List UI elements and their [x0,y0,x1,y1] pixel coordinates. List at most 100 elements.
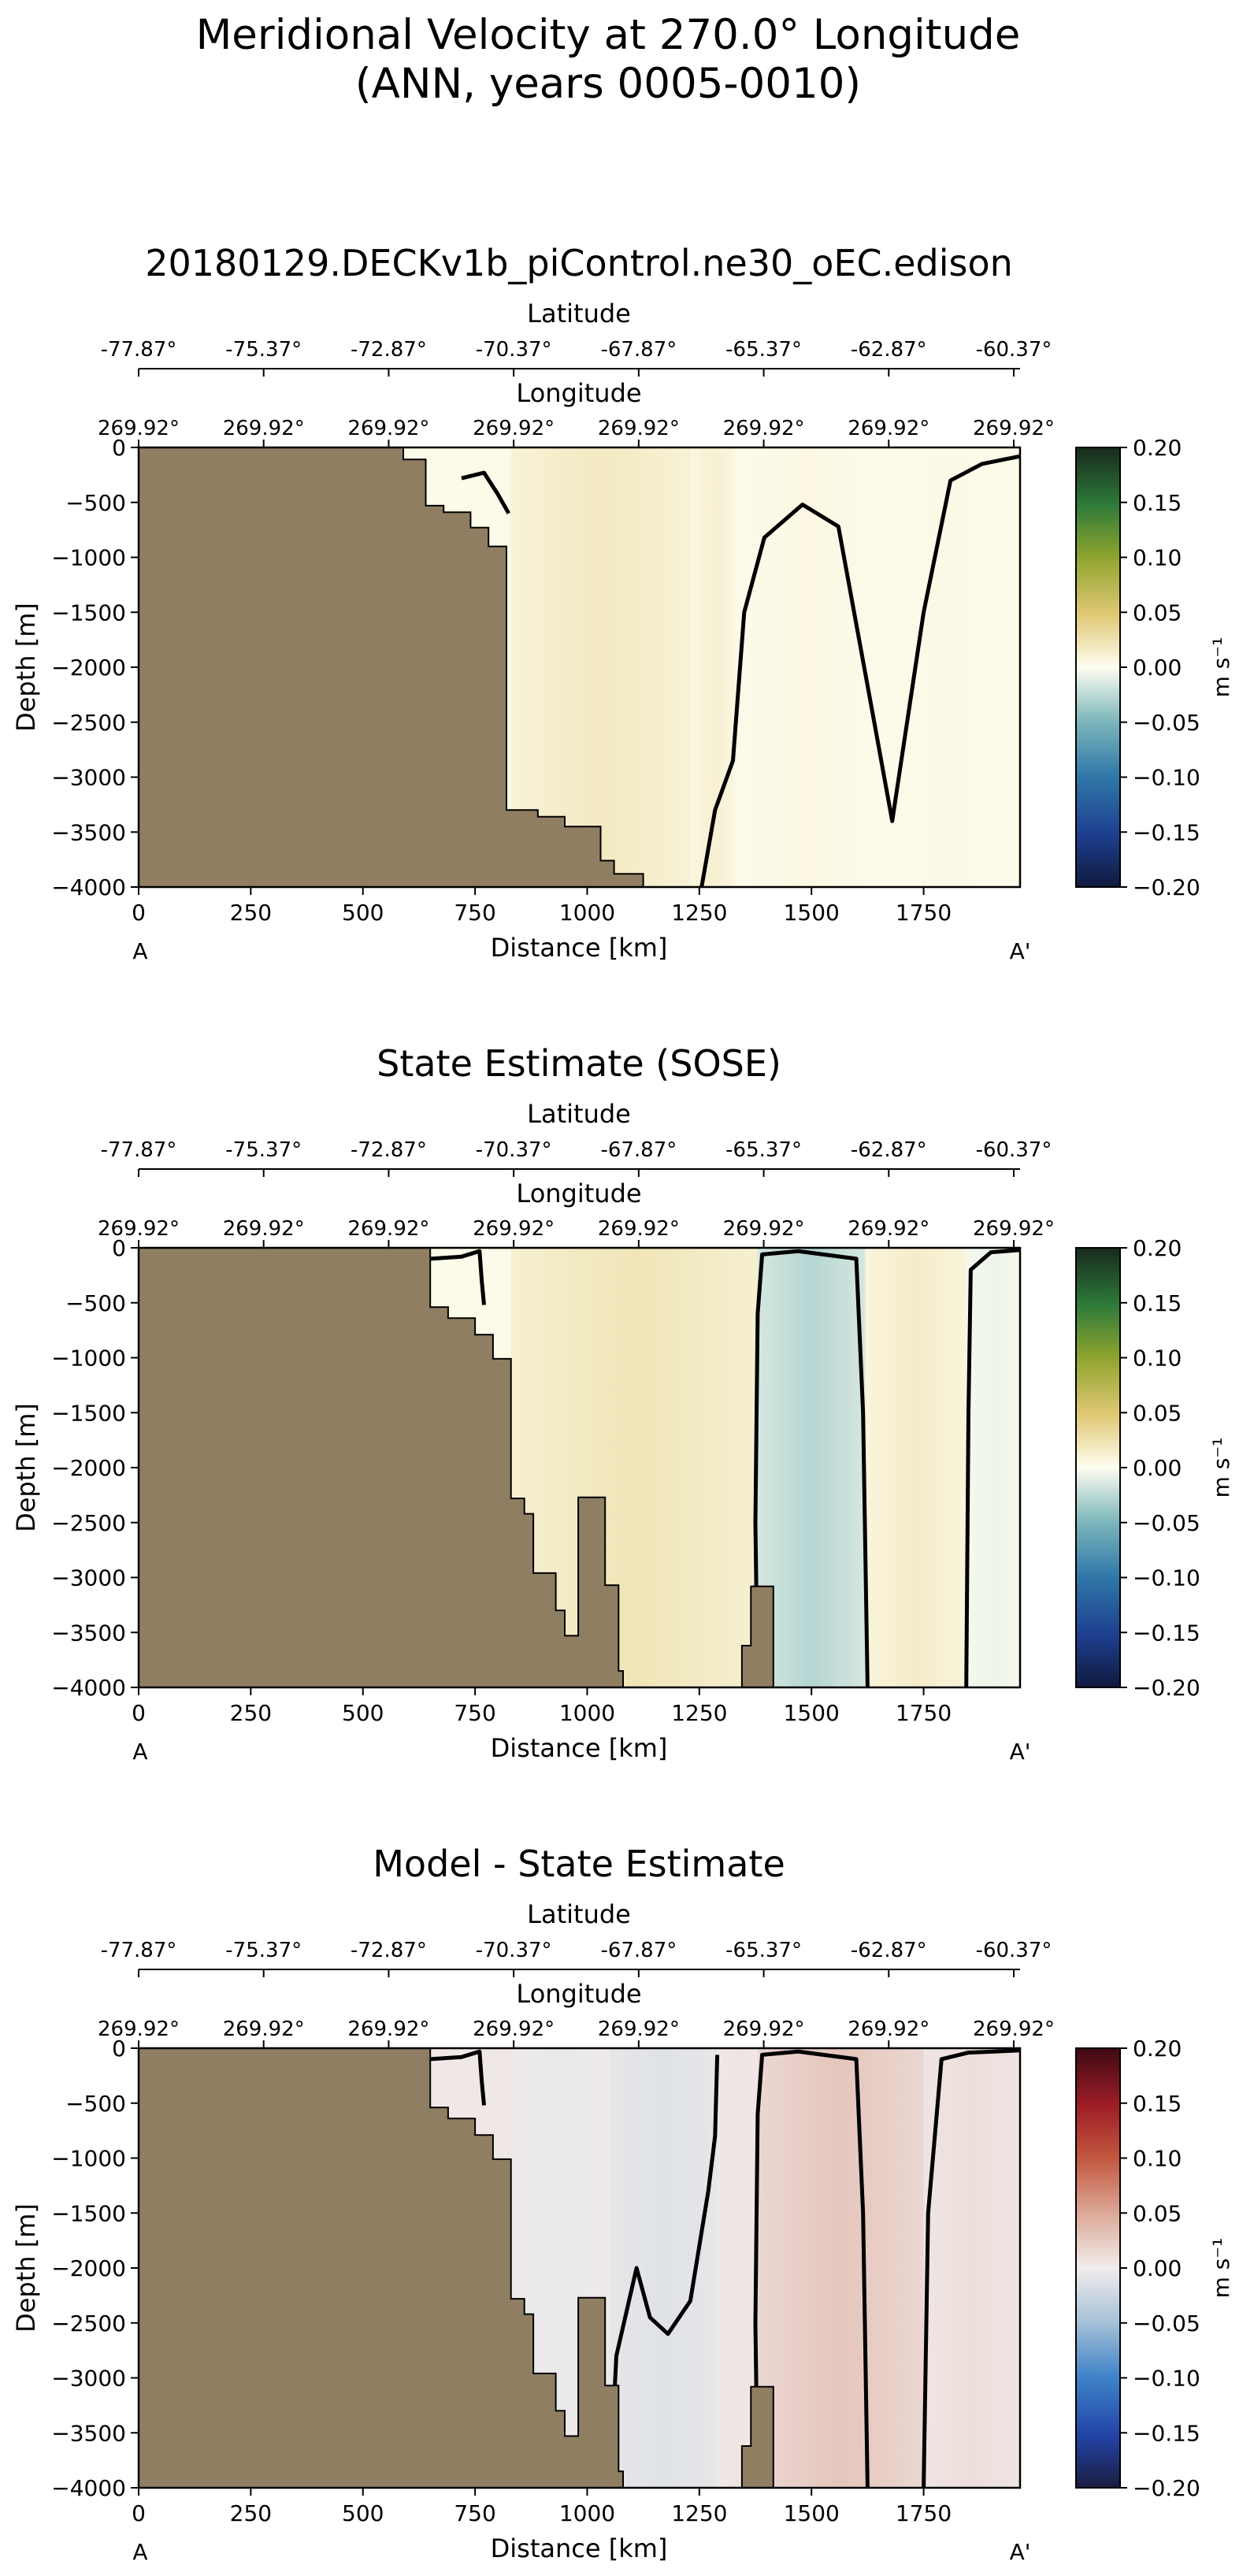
y-tick-label: −3000 [51,765,126,791]
field-column [865,1248,966,1687]
colorbar-tick-label: 0.20 [1133,1235,1182,1261]
endpoint-right: A' [1010,2539,1031,2565]
x-axis-label: Distance [km] [491,2533,668,2563]
zero-contour [461,470,510,514]
endpoint-left: A [132,938,147,964]
latitude-tick-label: -77.87° [101,1138,177,1162]
field-column [966,1248,1020,1687]
x-tick-label: 1500 [784,2500,840,2526]
longitude-tick-label: 269.92° [98,2017,180,2041]
y-tick-label: −4000 [51,2475,126,2501]
longitude-tick-label: 269.92° [723,417,805,440]
bathymetry [138,447,644,888]
longitude-tick-label: 269.92° [723,2017,805,2041]
latitude-tick-label: -72.87° [351,1138,427,1162]
colorbar-tick-label: 0.20 [1133,435,1182,461]
latitude-tick-label: -62.87° [851,338,927,362]
zero-contour [922,2048,1021,2489]
panel-title: Model - State Estimate [373,1843,785,1885]
x-tick-label: 0 [132,1700,146,1726]
latitude-tick-label: -60.37° [976,1939,1052,1962]
latitude-tick-label: -77.87° [101,1939,177,1962]
y-tick-label: −500 [65,1290,126,1316]
colorbar-tick-label: −0.20 [1133,874,1200,900]
longitude-tick-label: 269.92° [848,2017,929,2041]
figure-title-line2: (ANN, years 0005-0010) [355,60,861,108]
x-tick-label: 750 [454,900,495,926]
colorbar-tick-label: −0.10 [1133,1565,1200,1591]
x-tick-label: 1250 [671,1700,727,1726]
latitude-tick-label: -72.87° [351,1939,427,1962]
colorbar-tick-label: −0.15 [1133,1620,1200,1646]
panel-title: State Estimate (SOSE) [377,1042,781,1085]
endpoint-right: A' [1010,1739,1031,1765]
y-tick-label: −2000 [51,2255,126,2281]
endpoint-left: A [132,2539,147,2565]
y-tick-label: −3500 [51,2420,126,2446]
longitude-tick-label: 269.92° [98,1217,180,1241]
colorbar-tick-label: −0.10 [1133,2366,1200,2392]
y-tick-label: −1000 [51,2146,126,2172]
longitude-tick-label: 269.92° [723,1217,805,1241]
colorbar [1075,1247,1121,1688]
x-tick-label: 500 [342,1700,384,1726]
longitude-axis-label: Longitude [516,1179,641,1208]
colorbar-tick-label: 0.10 [1133,1346,1182,1372]
latitude-tick-label: -75.37° [225,1939,302,1962]
latitude-tick-label: -70.37° [476,1138,552,1162]
bathymetry [138,2047,774,2489]
y-tick-label: −500 [65,490,126,516]
colorbar-tick-label: 0.00 [1133,2255,1182,2281]
x-tick-label: 500 [342,900,384,926]
latitude-tick-label: -70.37° [476,338,552,362]
colorbar-tick-label: 0.00 [1133,655,1182,681]
y-tick-label: −3500 [51,819,126,845]
y-tick-label: 0 [112,2036,126,2062]
y-tick-label: −1500 [51,2200,126,2226]
colorbar-tick-label: −0.10 [1133,765,1200,791]
latitude-tick-label: -70.37° [476,1939,552,1962]
x-tick-label: 750 [454,1700,495,1726]
longitude-tick-label: 269.92° [973,1217,1055,1241]
longitude-tick-label: 269.92° [848,1217,929,1241]
y-tick-label: −500 [65,2091,126,2117]
panel-title: 20180129.DECKv1b_piControl.ne30_oEC.edis… [145,242,1013,284]
y-tick-label: −3000 [51,1565,126,1591]
endpoint-right: A' [1010,938,1031,964]
x-tick-label: 500 [342,2500,384,2526]
longitude-tick-label: 269.92° [973,417,1055,440]
field-column [510,447,691,887]
colorbar-tick-label: −0.20 [1133,1675,1200,1701]
x-tick-label: 1250 [671,900,727,926]
zero-contour [964,1248,1021,1688]
latitude-tick-label: -67.87° [600,1939,677,1962]
y-tick-label: −3500 [51,1620,126,1646]
y-tick-label: −2500 [51,2311,126,2337]
field-column [757,2048,924,2488]
colorbar-tick-label: 0.00 [1133,1455,1182,1481]
longitude-tick-label: 269.92° [598,2017,680,2041]
field-column [923,2048,1020,2488]
zero-contour [430,1249,486,1305]
longitude-axis-label: Longitude [516,1979,641,2009]
colorbar-tick-label: 0.10 [1133,545,1182,571]
y-tick-label: 0 [112,435,126,461]
y-axis-label: Depth [m] [11,603,41,732]
longitude-tick-label: 269.92° [347,417,429,440]
x-tick-label: 250 [230,2500,272,2526]
y-tick-label: −3000 [51,2366,126,2392]
zero-contour [753,2049,870,2489]
longitude-tick-label: 269.92° [223,1217,305,1241]
longitude-tick-label: 269.92° [223,417,305,440]
colorbar-label: m s⁻¹ [1208,2238,1234,2299]
latitude-tick-label: -75.37° [225,338,302,362]
colorbar-tick-label: −0.05 [1133,1510,1200,1536]
field-column [609,2048,718,2488]
colorbar-label: m s⁻¹ [1208,1438,1234,1498]
x-tick-label: 1000 [559,2500,615,2526]
latitude-axis-label: Latitude [527,1899,631,1929]
zero-contour [699,454,1021,888]
y-axis-label: Depth [m] [11,1403,41,1532]
panel-model: 20180129.DECKv1b_piControl.ne30_oEC.edis… [11,242,1234,964]
colorbar-tick-label: 0.15 [1133,1290,1182,1316]
